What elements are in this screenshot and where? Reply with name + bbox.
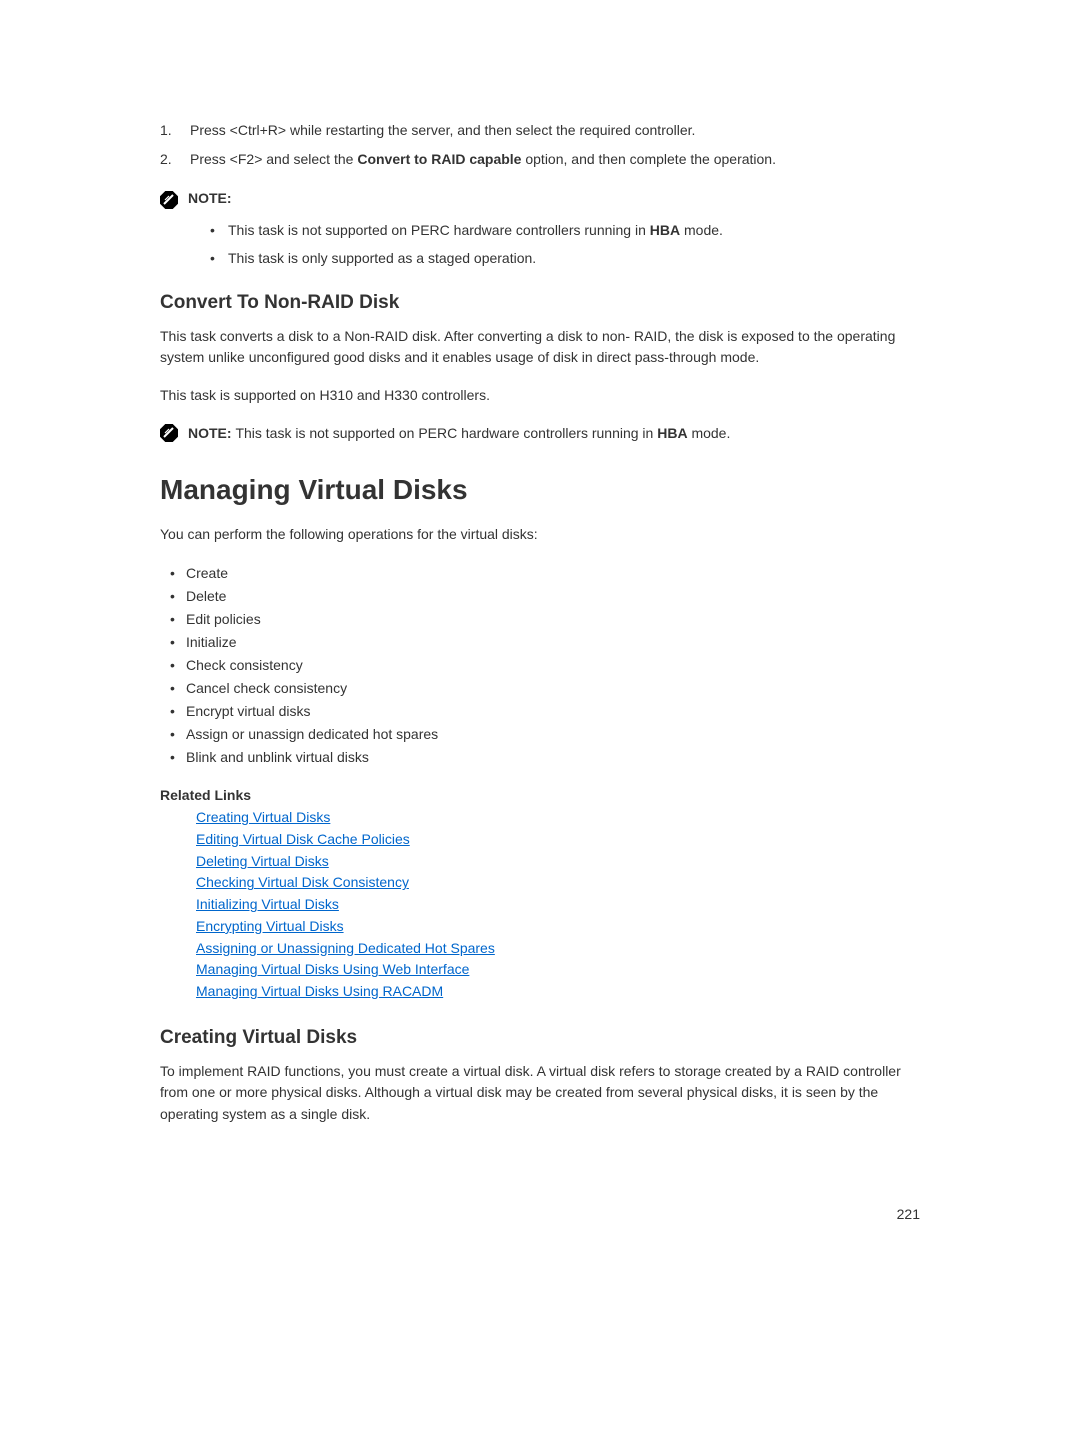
list-item: Cancel check consistency <box>160 677 920 700</box>
step-number: 1. <box>160 120 190 141</box>
list-item: Encrypt virtual disks <box>160 700 920 723</box>
link-checking-consistency[interactable]: Checking Virtual Disk Consistency <box>196 874 409 890</box>
link-item: Encrypting Virtual Disks <box>196 916 920 938</box>
note-label: NOTE: <box>188 190 232 206</box>
text-prefix: Press <F2> and select the <box>190 151 357 167</box>
link-deleting-vdisks[interactable]: Deleting Virtual Disks <box>196 853 329 869</box>
link-encrypting-vdisks[interactable]: Encrypting Virtual Disks <box>196 918 344 934</box>
note-label: NOTE: <box>188 425 235 441</box>
step-2: 2. Press <F2> and select the Convert to … <box>160 149 920 170</box>
link-initializing-vdisks[interactable]: Initializing Virtual Disks <box>196 896 339 912</box>
note-block-1: NOTE: <box>160 190 920 209</box>
step-1: 1. Press <Ctrl+R> while restarting the s… <box>160 120 920 141</box>
link-item: Initializing Virtual Disks <box>196 894 920 916</box>
link-item: Editing Virtual Disk Cache Policies <box>196 829 920 851</box>
step-text: Press <F2> and select the Convert to RAI… <box>190 149 920 170</box>
paragraph: You can perform the following operations… <box>160 524 920 546</box>
page-content: 1. Press <Ctrl+R> while restarting the s… <box>0 0 1080 1282</box>
link-web-interface[interactable]: Managing Virtual Disks Using Web Interfa… <box>196 961 469 977</box>
list-item: Initialize <box>160 631 920 654</box>
step-number: 2. <box>160 149 190 170</box>
note-block-2: NOTE: This task is not supported on PERC… <box>160 423 920 444</box>
paragraph: To implement RAID functions, you must cr… <box>160 1061 920 1126</box>
page-number: 221 <box>160 1206 920 1222</box>
list-item: Check consistency <box>160 654 920 677</box>
note-icon <box>160 424 178 442</box>
link-item: Creating Virtual Disks <box>196 807 920 829</box>
link-racadm[interactable]: Managing Virtual Disks Using RACADM <box>196 983 443 999</box>
text-bold: HBA <box>650 222 680 238</box>
text-suffix: mode. <box>688 425 731 441</box>
operations-list: Create Delete Edit policies Initialize C… <box>160 562 920 770</box>
link-item: Deleting Virtual Disks <box>196 851 920 873</box>
paragraph: This task is supported on H310 and H330 … <box>160 385 920 407</box>
heading-convert-nonraid: Convert To Non-RAID Disk <box>160 292 920 314</box>
link-creating-vdisks[interactable]: Creating Virtual Disks <box>196 809 330 825</box>
text-bold: HBA <box>657 425 687 441</box>
link-editing-cache[interactable]: Editing Virtual Disk Cache Policies <box>196 831 410 847</box>
step-text: Press <Ctrl+R> while restarting the serv… <box>190 120 920 141</box>
note-item: This task is only supported as a staged … <box>210 247 920 269</box>
list-item: Blink and unblink virtual disks <box>160 746 920 769</box>
link-item: Assigning or Unassigning Dedicated Hot S… <box>196 938 920 960</box>
text-prefix: This task is not supported on PERC hardw… <box>228 222 650 238</box>
note-icon <box>160 191 178 209</box>
paragraph: This task converts a disk to a Non-RAID … <box>160 326 920 369</box>
text-suffix: option, and then complete the operation. <box>521 151 776 167</box>
link-item: Managing Virtual Disks Using RACADM <box>196 981 920 1003</box>
related-links-list: Creating Virtual Disks Editing Virtual D… <box>196 807 920 1002</box>
link-item: Checking Virtual Disk Consistency <box>196 872 920 894</box>
note-item: This task is not supported on PERC hardw… <box>210 219 920 241</box>
link-hot-spares[interactable]: Assigning or Unassigning Dedicated Hot S… <box>196 940 495 956</box>
text-prefix: This task is not supported on PERC hardw… <box>235 425 657 441</box>
list-item: Assign or unassign dedicated hot spares <box>160 723 920 746</box>
list-item: Delete <box>160 585 920 608</box>
note-inline: NOTE: This task is not supported on PERC… <box>188 423 730 444</box>
list-item: Edit policies <box>160 608 920 631</box>
note-items: This task is not supported on PERC hardw… <box>210 219 920 270</box>
link-item: Managing Virtual Disks Using Web Interfa… <box>196 959 920 981</box>
ordered-steps: 1. Press <Ctrl+R> while restarting the s… <box>160 120 920 170</box>
heading-creating-vdisks: Creating Virtual Disks <box>160 1027 920 1049</box>
list-item: Create <box>160 562 920 585</box>
text-bold: Convert to RAID capable <box>357 151 521 167</box>
related-links-heading: Related Links <box>160 787 920 803</box>
heading-managing-vdisks: Managing Virtual Disks <box>160 474 920 506</box>
text-suffix: mode. <box>680 222 723 238</box>
